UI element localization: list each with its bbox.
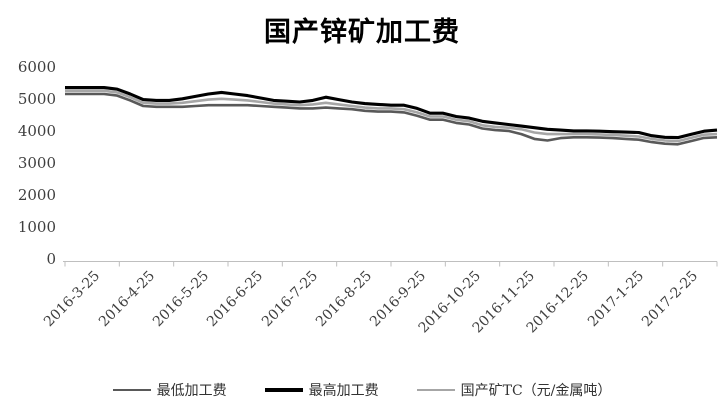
legend: 最低加工费 最高加工费 国产矿TC（元/金属吨） — [0, 380, 724, 400]
y-axis-tick-label: 1000 — [17, 217, 56, 236]
y-axis-tick-label: 0 — [46, 250, 56, 268]
series-line-0 — [65, 92, 718, 146]
legend-label: 国产矿TC（元/金属吨） — [460, 383, 612, 399]
y-axis-tick-label: 6000 — [17, 57, 56, 76]
chart-title: 国产锌矿加工费 — [264, 17, 460, 48]
y-axis-tick-label: 2000 — [17, 185, 56, 204]
y-axis-tick-label: 4000 — [17, 121, 56, 140]
y-axis-tick-label: 5000 — [17, 89, 56, 108]
legend-line-swatch — [264, 388, 303, 392]
legend-item-1: 最高加工费 — [264, 380, 379, 400]
legend-line-swatch — [112, 388, 151, 392]
legend-label: 最低加工费 — [156, 383, 227, 399]
x-axis-line — [63, 261, 718, 267]
y-axis-tick-label: 3000 — [17, 153, 56, 172]
legend-item-0: 最低加工费 — [112, 380, 227, 400]
legend-line-swatch — [416, 388, 455, 392]
series-line-1 — [65, 86, 718, 140]
legend-label: 最高加工费 — [308, 383, 379, 399]
legend-item-2: 国产矿TC（元/金属吨） — [416, 380, 612, 400]
series-line-2 — [65, 89, 718, 143]
